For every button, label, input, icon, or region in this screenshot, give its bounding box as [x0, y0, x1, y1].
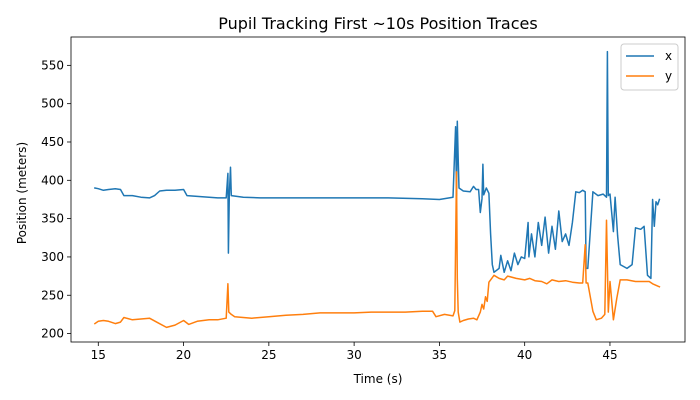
y-tick-label: 400 — [41, 173, 64, 187]
y-tick-label: 200 — [41, 327, 64, 341]
plot-area: 15 20 25 30 35 40 45 200 250 300 350 400 450 500 550 — [41, 36, 686, 362]
x-tick-label: 20 — [176, 348, 191, 362]
x-tick-label: 45 — [602, 348, 617, 362]
y-tick-label: 450 — [41, 135, 64, 149]
legend-label-x: x — [665, 49, 672, 63]
series-line-x — [94, 50, 661, 280]
x-tick-label: 25 — [261, 348, 276, 362]
legend: xy — [620, 43, 679, 91]
y-tick-label: 250 — [41, 288, 64, 302]
x-tick-label: 40 — [517, 348, 532, 362]
series-line-y — [93, 171, 661, 329]
legend-label-y: y — [665, 69, 672, 83]
x-tick-label: 35 — [432, 348, 447, 362]
x-axis-label: Time (s) — [353, 372, 403, 386]
y-tick-label: 350 — [41, 212, 64, 226]
y-tick-label: 300 — [41, 250, 64, 264]
x-tick-label: 30 — [346, 348, 361, 362]
y-tick-label: 500 — [41, 97, 64, 111]
y-tick-label: 550 — [41, 58, 64, 72]
plot-frame — [70, 36, 686, 343]
y-axis-label: Position (meters) — [15, 142, 29, 244]
chart-title: Pupil Tracking First ~10s Position Trace… — [218, 14, 537, 33]
x-tick-label: 15 — [91, 348, 106, 362]
